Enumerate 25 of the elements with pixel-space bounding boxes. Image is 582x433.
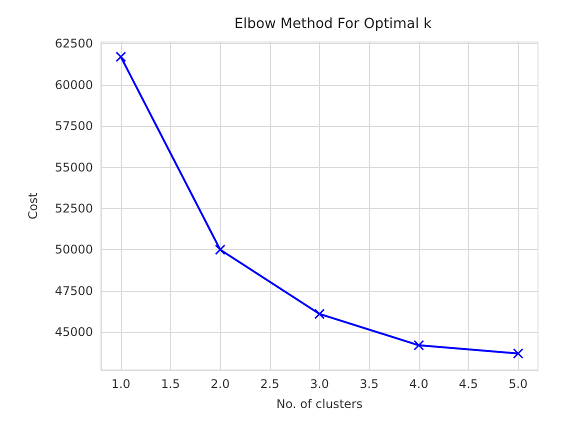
point xyxy=(414,340,424,351)
x-tick-label: 3.5 xyxy=(360,377,379,391)
y-tick-label: 47500 xyxy=(54,284,93,298)
y-axis-title: Cost xyxy=(26,192,40,220)
point xyxy=(314,308,325,320)
y-tick-label: 62500 xyxy=(54,36,93,51)
y-tick-label: 57500 xyxy=(54,119,93,134)
point xyxy=(512,348,524,359)
y-tick-label: 50000 xyxy=(54,242,93,257)
y-tick-label: 52500 xyxy=(54,201,93,216)
point xyxy=(214,244,226,255)
x-tick-label: 2.5 xyxy=(260,377,280,391)
x-tick-label: 4.5 xyxy=(458,377,478,391)
x-tick-label: 4.0 xyxy=(409,377,428,391)
chart-title: Elbow Method For Optimal k xyxy=(234,16,433,32)
x-axis-title: No. of clusters xyxy=(276,397,363,411)
x-tick-label: 3.0 xyxy=(310,377,330,391)
point xyxy=(116,52,126,62)
x-tick-label: 1.0 xyxy=(111,377,130,391)
x-tick-label: 1.5 xyxy=(160,377,180,391)
y-tick-label: 45000 xyxy=(54,325,93,340)
y-tick-label: 60000 xyxy=(54,78,93,92)
x-tick-label: 5.0 xyxy=(508,377,528,391)
x-tick-label: 2.0 xyxy=(210,377,230,391)
y-tick-label: 55000 xyxy=(54,160,93,174)
